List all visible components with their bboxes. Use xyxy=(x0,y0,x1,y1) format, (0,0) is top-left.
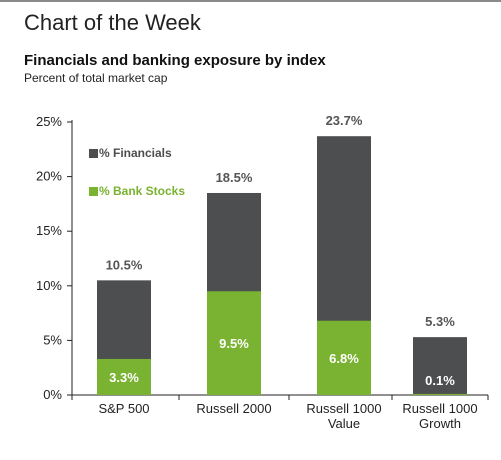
y-tick-label: 10% xyxy=(36,278,62,293)
financials-data-label: 18.5% xyxy=(216,170,253,185)
financials-data-label: 5.3% xyxy=(425,314,455,329)
bar-financials xyxy=(413,337,467,395)
bar-bank-stocks xyxy=(317,320,371,395)
x-category-label: Growth xyxy=(419,416,461,431)
y-tick-label: 20% xyxy=(36,169,62,184)
financials-data-label: 10.5% xyxy=(106,257,143,272)
legend-label: % Financials xyxy=(99,146,172,160)
bar-bank-stocks xyxy=(413,393,467,395)
legend-label: % Bank Stocks xyxy=(99,184,185,198)
chart-title: Financials and banking exposure by index xyxy=(24,52,326,69)
financials-data-label: 23.7% xyxy=(326,113,363,128)
bank-stocks-data-label: 9.5% xyxy=(219,336,249,351)
y-tick-label: 0% xyxy=(43,387,62,402)
y-tick-label: 15% xyxy=(36,223,62,238)
bank-stocks-data-label: 0.1% xyxy=(425,373,455,388)
bank-stocks-data-label: 3.3% xyxy=(109,370,139,385)
legend-swatch xyxy=(89,187,98,196)
x-category-label: Value xyxy=(328,416,360,431)
y-tick-label: 5% xyxy=(43,332,62,347)
bar-bank-stocks xyxy=(97,358,151,395)
x-category-label: S&P 500 xyxy=(98,401,149,416)
x-category-label: Russell 1000 xyxy=(306,401,381,416)
chart-subtitle: Percent of total market cap xyxy=(24,71,168,85)
bar-bank-stocks xyxy=(207,291,261,395)
x-category-label: Russell 2000 xyxy=(196,401,271,416)
legend-swatch xyxy=(89,149,98,158)
x-category-label: Russell 1000 xyxy=(402,401,477,416)
page-heading: Chart of the Week xyxy=(24,10,201,35)
bank-stocks-data-label: 6.8% xyxy=(329,351,359,366)
top-divider xyxy=(0,0,501,2)
y-tick-label: 25% xyxy=(36,114,62,129)
